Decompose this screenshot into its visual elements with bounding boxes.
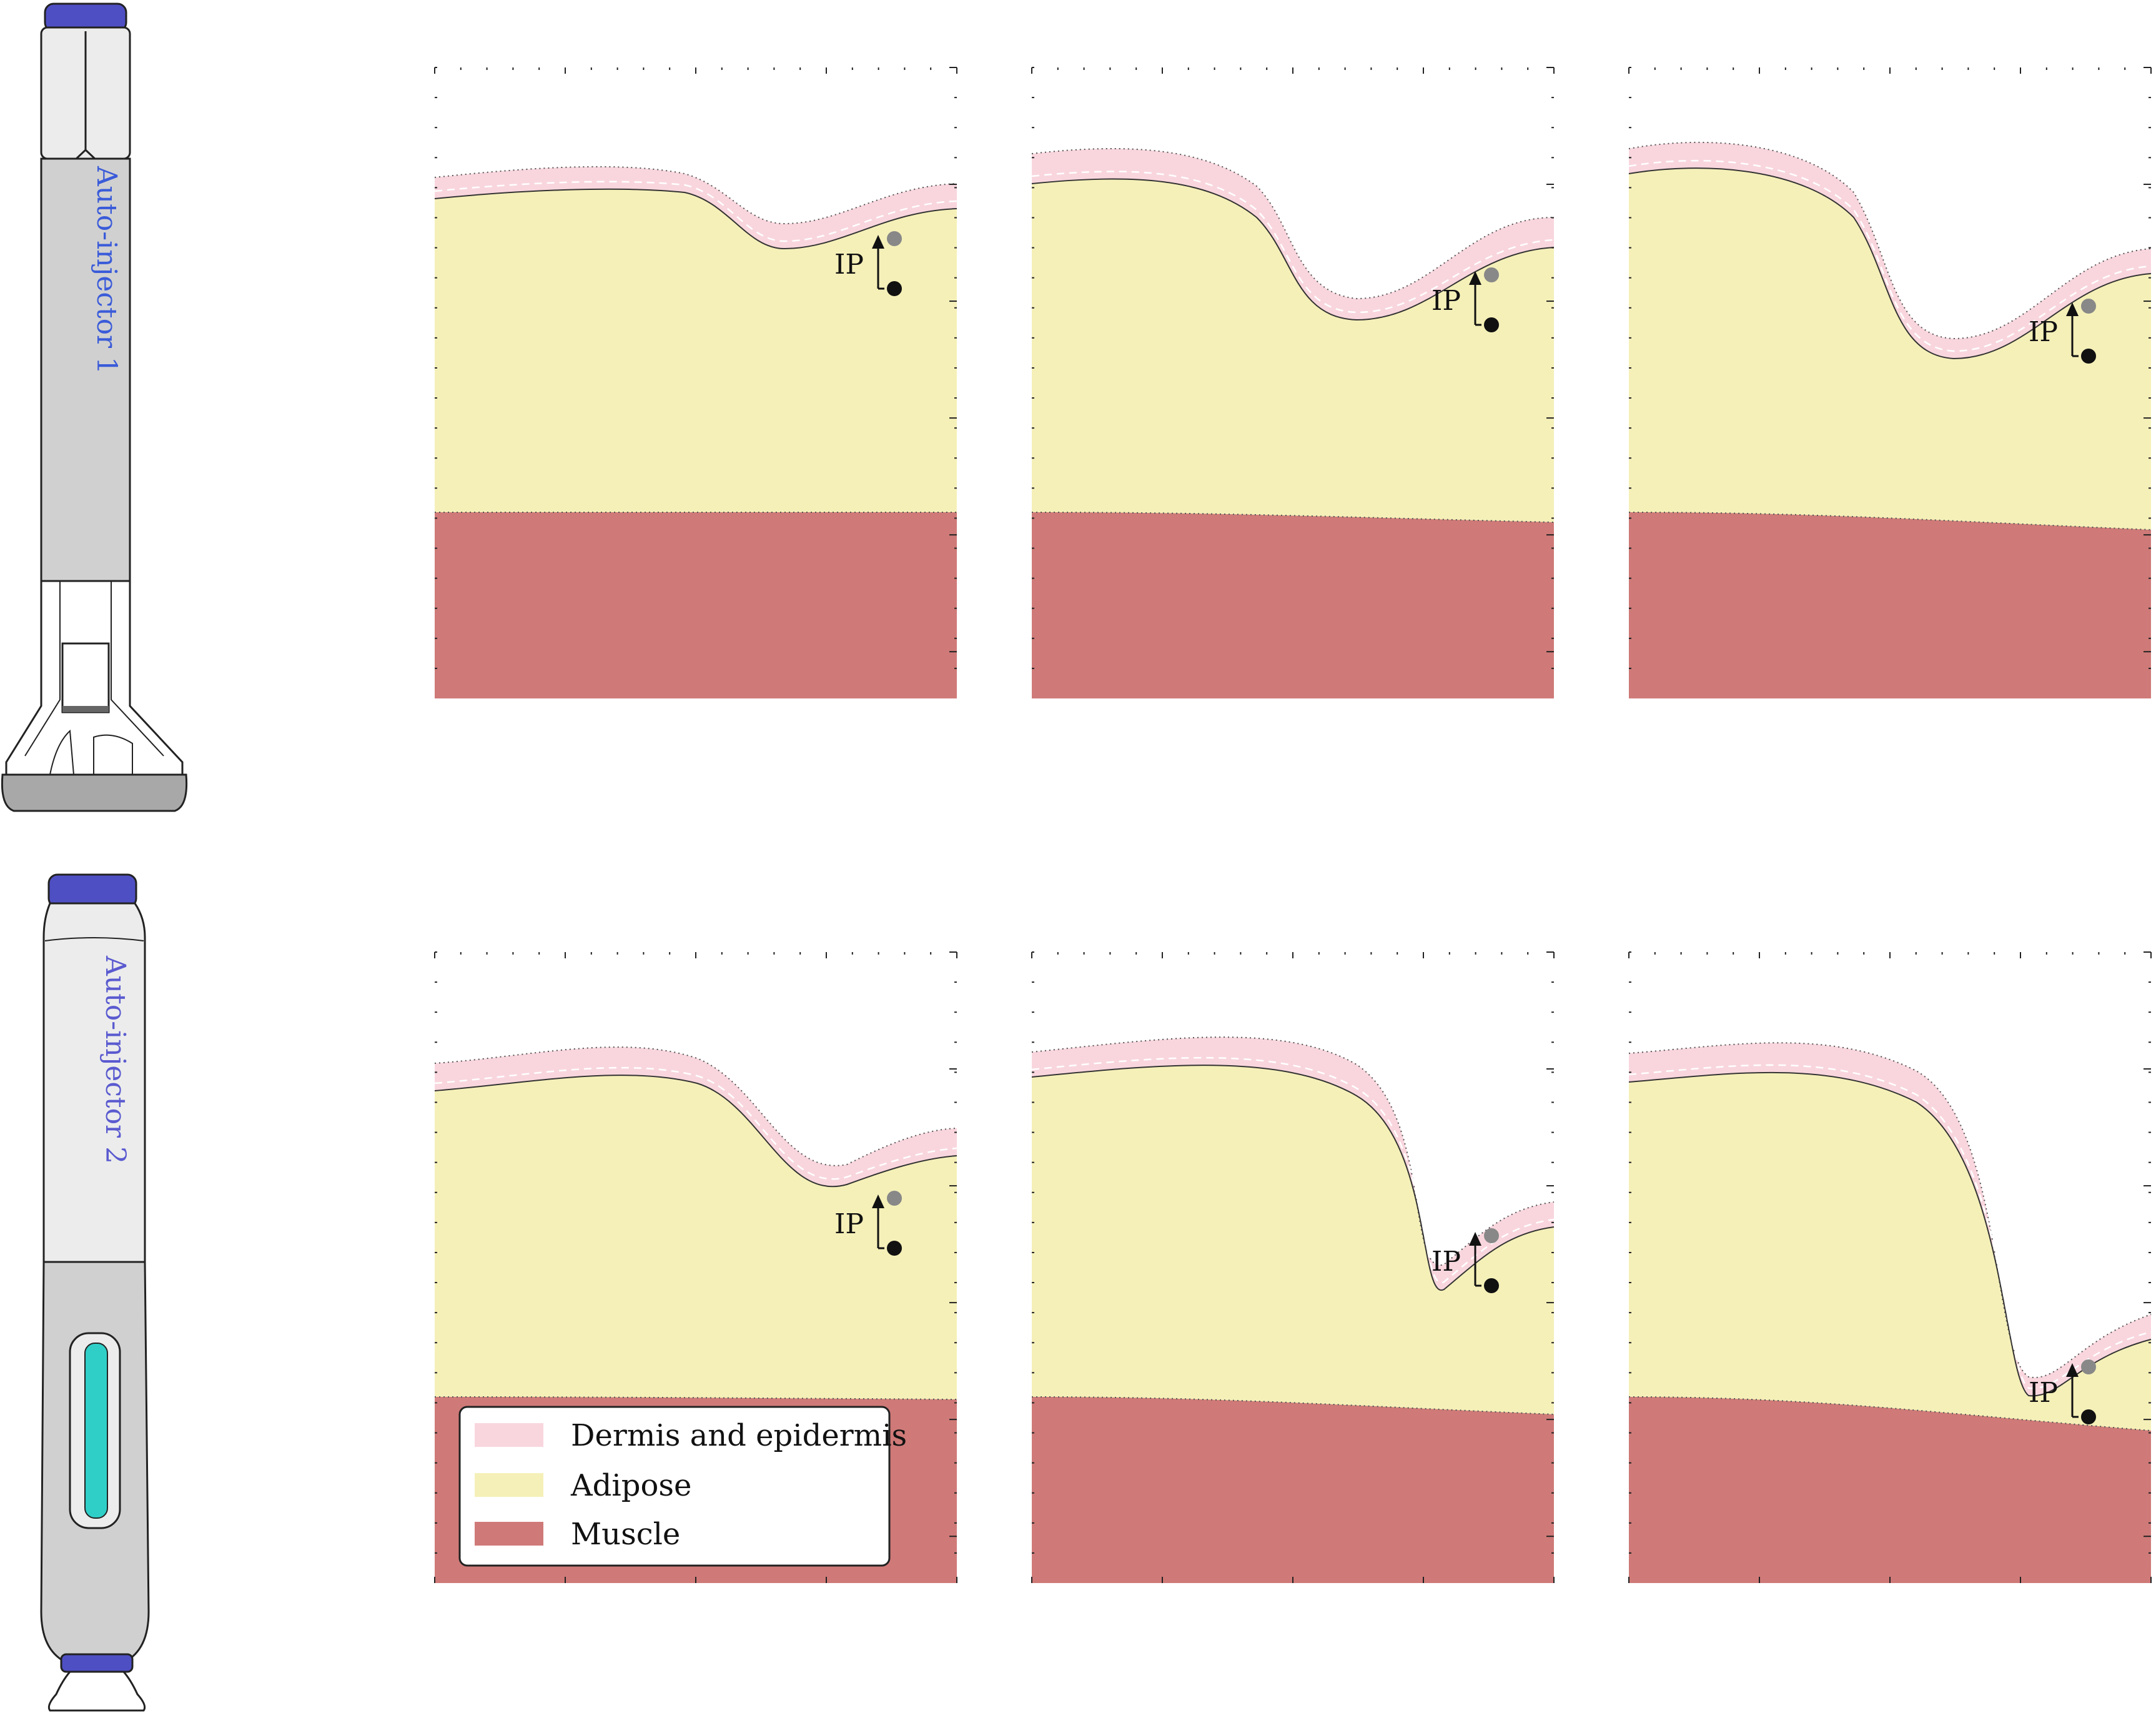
muscle-layer — [435, 512, 957, 698]
ip-label: IP — [1432, 1246, 1461, 1278]
ip-label: IP — [1432, 285, 1461, 317]
ip-end-dot — [2081, 1409, 2096, 1424]
injection-point-marker: IP — [2029, 299, 2096, 364]
tissue-panels: IP IP IP IP IP IP — [434, 67, 2152, 1583]
injection-point-marker: IP — [1432, 267, 1499, 332]
ip-end-dot — [1484, 1278, 1499, 1293]
injection-point-marker: IP — [1432, 1228, 1499, 1293]
auto-injector-1-base — [1, 773, 188, 812]
legend-swatch-dermis — [475, 1423, 543, 1447]
tissue-panel-5: IP — [1031, 951, 1555, 1583]
ip-label: IP — [834, 249, 864, 281]
ip-end-dot — [887, 1241, 902, 1256]
auto-injector-2-label: Auto-injector 2 — [99, 955, 131, 1164]
muscle-layer — [1032, 512, 1554, 698]
auto-injector-2-window-liquid — [84, 1343, 108, 1519]
legend-box — [458, 1406, 891, 1567]
legend-label-muscle: Muscle — [571, 1517, 680, 1552]
ip-label: IP — [2029, 1377, 2058, 1409]
ip-start-dot — [1484, 267, 1499, 282]
dermis-layer — [1629, 142, 2151, 359]
adipose-layer — [1629, 1072, 2151, 1431]
ip-end-dot — [1484, 317, 1499, 332]
tissue-panel-1: IP — [434, 67, 957, 698]
injection-point-marker: IP — [834, 231, 902, 296]
dermis-layer — [435, 1047, 957, 1187]
dermis-layer — [1032, 1037, 1554, 1291]
auto-injector-2-illustration: Auto-injector 2 — [40, 873, 150, 1712]
ip-end-dot — [887, 281, 902, 296]
adipose-layer — [435, 189, 957, 512]
ip-start-dot — [1484, 1228, 1499, 1243]
ip-label: IP — [2029, 316, 2058, 348]
legend: Dermis and epidermis Adipose Muscle — [458, 1406, 907, 1567]
ip-end-dot — [2081, 349, 2096, 364]
tissue-panel-3: IP — [1628, 67, 2152, 698]
tissue-panel-6: IP — [1628, 951, 2152, 1583]
dermis-layer — [1032, 148, 1554, 320]
ip-start-dot — [887, 1191, 902, 1206]
ip-start-dot — [2081, 1359, 2096, 1374]
dermis-layer — [435, 166, 957, 249]
legend-label-dermis: Dermis and epidermis — [571, 1418, 907, 1453]
muscle-layer — [1629, 512, 2151, 698]
legend-swatch-muscle — [475, 1522, 543, 1546]
auto-injector-2-base — [47, 1671, 146, 1712]
adipose-layer — [435, 1075, 957, 1399]
injection-point-marker: IP — [834, 1191, 902, 1256]
adipose-layer — [1629, 168, 2151, 530]
ip-label: IP — [834, 1208, 864, 1240]
tissue-panel-2: IP — [1031, 67, 1555, 698]
ip-start-dot — [2081, 299, 2096, 314]
auto-injector-1-illustration: Auto-injector 1 — [1, 2, 188, 812]
injection-point-marker: IP — [2029, 1359, 2096, 1424]
auto-injector-2-bottom-cap — [60, 1653, 134, 1673]
auto-injector-1-label: Auto-injector 1 — [91, 166, 122, 374]
adipose-layer — [1032, 179, 1554, 522]
legend-swatch-adipose — [475, 1473, 543, 1497]
adipose-layer — [1032, 1065, 1554, 1414]
auto-injector-2-cap — [47, 873, 137, 908]
muscle-layer — [1032, 1397, 1554, 1583]
muscle-layer — [1629, 1397, 2151, 1583]
legend-label-adipose: Adipose — [570, 1468, 691, 1503]
ip-start-dot — [887, 231, 902, 246]
